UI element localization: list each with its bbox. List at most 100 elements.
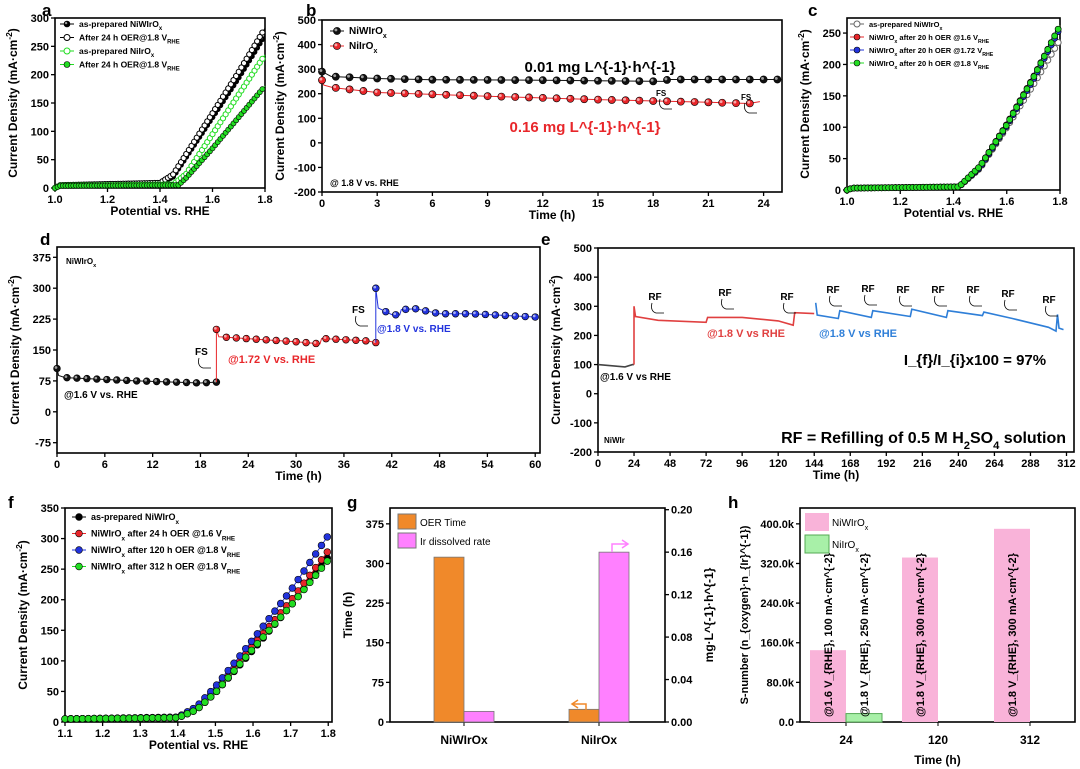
y-axis-label: Current Density (mA·cm-2) (796, 29, 812, 178)
data-point (63, 34, 71, 41)
annotation: RF (1001, 289, 1014, 300)
x-tick-label: 24 (628, 458, 641, 470)
data-point-highlight (323, 336, 327, 340)
annotation: RF (1042, 295, 1055, 306)
series-line (814, 302, 1064, 333)
data-point-highlight (104, 377, 108, 380)
data-point (265, 626, 273, 635)
data-point-highlight (650, 78, 654, 82)
annotation: RF (718, 288, 731, 299)
data-point (322, 334, 330, 343)
data-point (224, 673, 232, 682)
data-point (704, 75, 713, 84)
data-point (594, 95, 602, 104)
data-point-highlight (463, 311, 466, 315)
y-tick-label: 80.0k (766, 677, 794, 689)
y-tick-label: 0.0 (779, 717, 794, 729)
data-point-highlight (705, 99, 709, 103)
data-point (373, 88, 382, 97)
data-point (392, 311, 400, 319)
x-tick-label: 1.5 (208, 728, 223, 740)
data-point-highlight (581, 78, 585, 81)
data-point-highlight (581, 96, 585, 100)
plot-frame (846, 17, 1061, 191)
arrow-icon (934, 295, 947, 307)
y-tick-label: 200 (298, 89, 316, 101)
data-point-highlight (94, 376, 98, 380)
x-tick-label: 240 (949, 458, 967, 470)
data-point (331, 83, 340, 92)
bar-ir-dissolved-rate (463, 710, 495, 723)
data-point (690, 98, 699, 106)
data-point-highlight (233, 335, 237, 339)
x-tick-label: 96 (736, 458, 748, 470)
annotation: NiWIr (604, 436, 625, 445)
data-point (982, 154, 989, 162)
x-tick-label: 1.0 (839, 196, 854, 208)
x-tick-label: 36 (338, 459, 350, 471)
arrow-icon (198, 357, 211, 369)
y-tick-label: 240.0k (760, 598, 795, 610)
data-point (113, 376, 121, 384)
data-point (152, 377, 161, 386)
x-axis-label: Potential vs. RHE (149, 738, 248, 752)
data-point (497, 76, 506, 84)
series-0 (597, 363, 634, 368)
data-point-highlight (114, 377, 118, 381)
data-point-highlight (512, 94, 516, 98)
x-tick-label: 1.2 (100, 194, 115, 206)
data-point-highlight (303, 340, 307, 343)
arrow-icon (721, 298, 734, 310)
data-point-highlight (214, 327, 217, 330)
x-tick-label: 264 (985, 458, 1004, 470)
data-point-highlight (334, 28, 338, 32)
y-tick-label: 0 (835, 185, 841, 197)
x-tick-label: 1.2 (893, 196, 908, 208)
x-tick-label: 1.6 (245, 728, 260, 740)
data-point (271, 607, 279, 615)
legend-label: NiWIrOx after 20 h OER @1.8 VRHE (869, 59, 990, 71)
data-point (342, 336, 350, 344)
panel-h: h 0.0 80.0k 160.0k 240.0k 320.0k 400.0k Time (h… (728, 493, 1076, 767)
y-tick-label: 400 (298, 40, 316, 52)
x-tick-label: 1.8 (257, 194, 272, 206)
data-point-highlight (636, 78, 640, 82)
y-axis-label: Current Density (mA·cm-2) (14, 540, 30, 689)
data-point (242, 334, 250, 343)
x-tick-label: 1.6 (999, 196, 1014, 208)
legend-label: NiWIrOx after 120 h OER @1.8 VRHE (91, 545, 240, 559)
data-point (359, 87, 368, 95)
data-point-highlight (636, 98, 640, 101)
data-point-highlight (154, 379, 157, 382)
panel-letter: e (541, 230, 550, 249)
data-point (718, 75, 727, 84)
annotation: 0.16 mg L^{-1}·h^{-1} (510, 119, 661, 136)
data-point (400, 75, 409, 83)
y-tick-label: 50 (829, 154, 841, 166)
data-point (387, 74, 395, 83)
legend-label: After 24 h OER@1.8 VRHE (79, 60, 180, 73)
data-point (317, 541, 326, 550)
data-point (63, 61, 71, 68)
data-point (461, 310, 470, 318)
data-point-highlight (540, 77, 544, 81)
data-point-highlight (457, 77, 461, 81)
y-tick-label: 150 (41, 625, 59, 637)
data-point (373, 74, 382, 83)
data-point (272, 336, 280, 345)
legend-label: Ir dissolved rate (420, 537, 491, 548)
data-point-highlight (540, 95, 544, 99)
data-point-highlight (502, 313, 506, 316)
x-tick-label: 1.3 (133, 728, 148, 740)
x-tick-label: 1.8 (1052, 196, 1067, 208)
data-point (333, 42, 341, 50)
y-tick-label: 225 (366, 598, 384, 610)
panel-letter: a (42, 1, 52, 20)
data-point (387, 89, 395, 97)
data-point-highlight (719, 100, 723, 104)
x-axis-label: Time (h) (914, 753, 960, 767)
data-point-highlight (283, 338, 287, 342)
arrow-icon (864, 294, 877, 306)
y2-axis-label: mg·L^{-1}·h^{-1} (702, 567, 716, 662)
data-point (1037, 59, 1045, 67)
